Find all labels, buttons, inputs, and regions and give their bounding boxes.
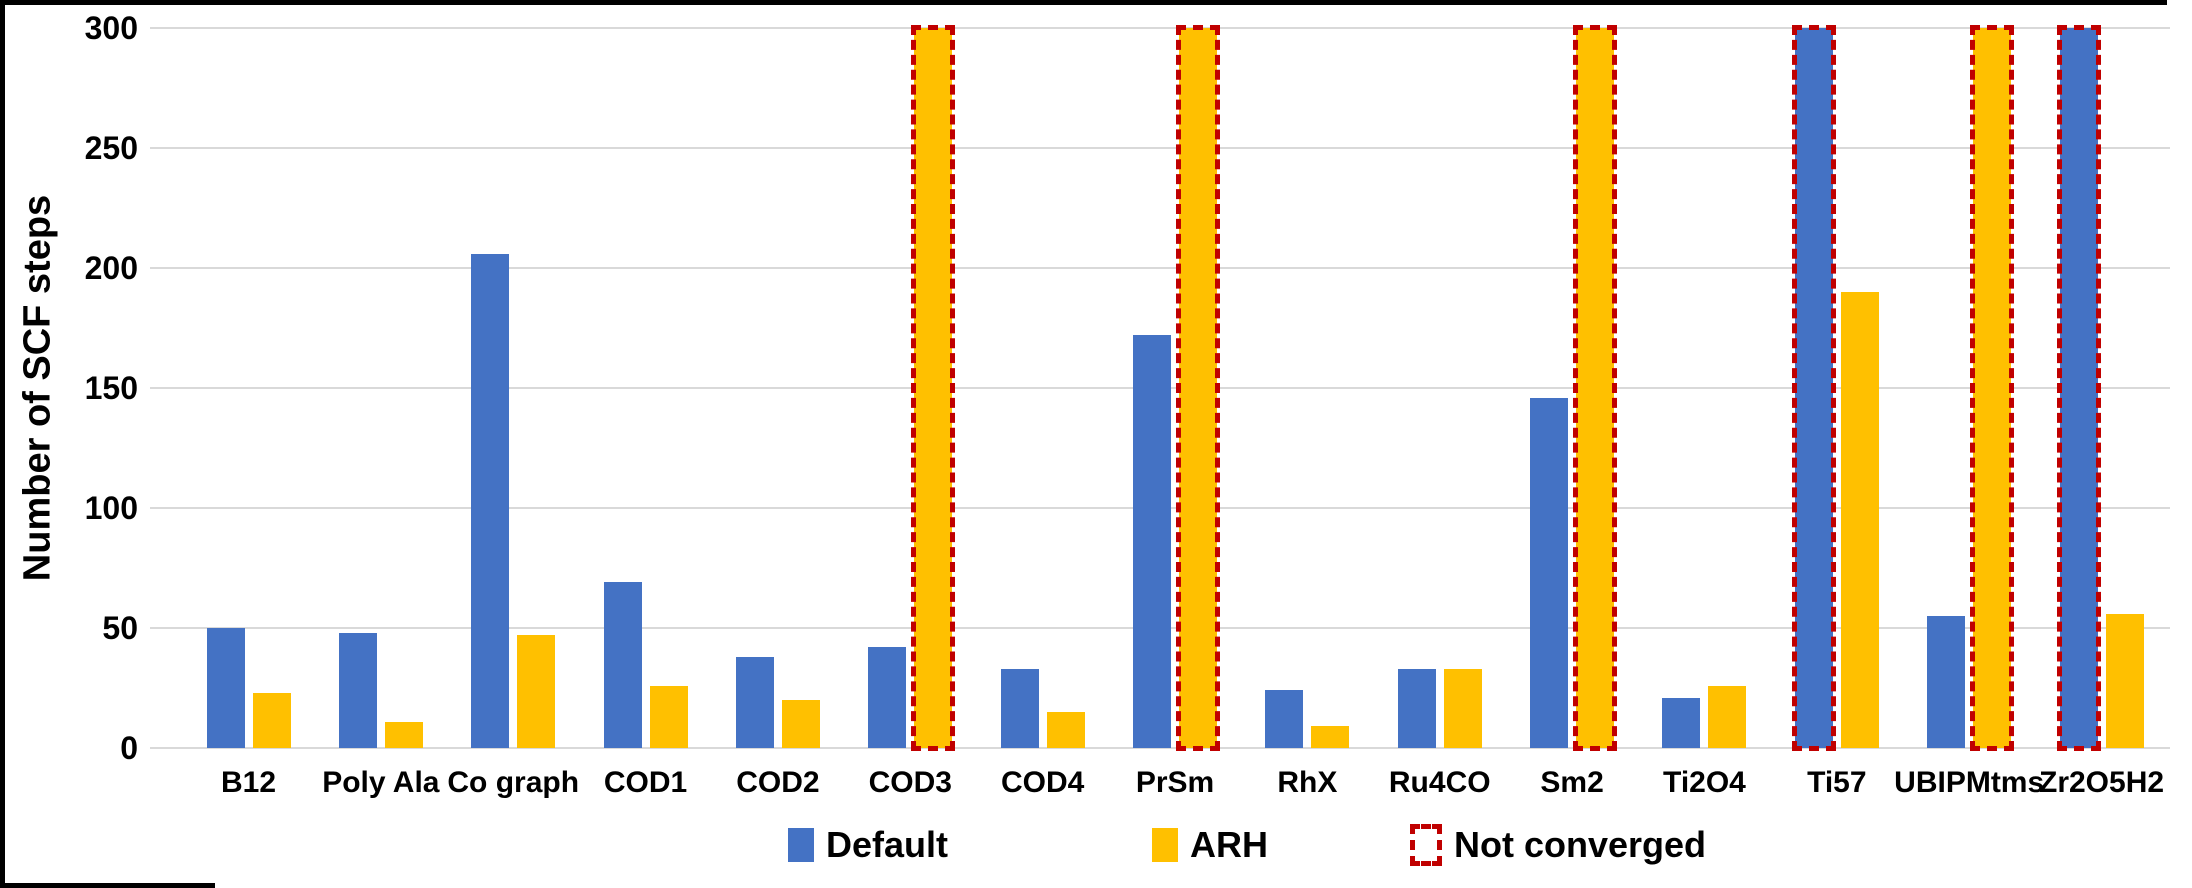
- bar-default-zr2o5h2: [2056, 25, 2101, 751]
- figure-border-bottom: [0, 883, 215, 888]
- bar-arh-prsm: [1176, 25, 1221, 751]
- x-axis-label-ti57: Ti57: [1807, 766, 1867, 799]
- bar-default-cod2: [735, 656, 774, 748]
- x-axis-label-prsm: PrSm: [1135, 766, 1215, 799]
- x-axis-label-cod3: COD3: [868, 766, 952, 799]
- x-axis-label-sm2: Sm2: [1540, 766, 1604, 799]
- x-axis-label-ru4co: Ru4CO: [1388, 766, 1491, 799]
- bar-default-co-graph: [471, 253, 510, 748]
- bar-arh-ubipmtms: [1970, 25, 2015, 751]
- bar-default-cod1: [603, 582, 642, 748]
- x-axis-label-co-graph: Co graph: [447, 766, 580, 799]
- y-tick-label-150: 150: [84, 370, 138, 406]
- gridline-0: [150, 747, 2170, 749]
- gridline-250: [150, 147, 2170, 149]
- legend-swatch-default: [788, 828, 814, 862]
- legend-item-arh: ARH: [1152, 824, 1268, 866]
- bar-arh-ru4co: [1443, 668, 1482, 748]
- bar-default-ubipmtms: [1927, 616, 1966, 748]
- bar-arh-poly-ala: [384, 721, 423, 748]
- bar-default-prsm: [1133, 335, 1172, 748]
- x-axis-label-cod4: COD4: [1000, 766, 1085, 799]
- legend-swatch-arh: [1152, 828, 1178, 862]
- figure-border-top: [0, 0, 2167, 5]
- bar-default-cod3: [868, 647, 907, 748]
- x-axis-label-b12: B12: [220, 766, 277, 799]
- x-axis-label-rhx: RhX: [1277, 766, 1338, 799]
- x-axis-label-cod2: COD2: [736, 766, 820, 799]
- bar-default-ti2o4: [1662, 697, 1701, 748]
- bar-arh-ti57: [1840, 292, 1879, 748]
- legend-label-default: Default: [826, 824, 949, 865]
- y-tick-label-250: 250: [84, 130, 138, 166]
- y-tick-label-300: 300: [84, 10, 138, 46]
- legend-label-arh: ARH: [1190, 824, 1268, 865]
- legend-item-not-converged: Not converged: [1410, 824, 1706, 866]
- bar-arh-cod2: [781, 700, 820, 748]
- legend-label-not-converged: Not converged: [1454, 824, 1707, 865]
- bar-arh-sm2: [1573, 25, 1618, 751]
- gridline-200: [150, 267, 2170, 269]
- bar-default-cod4: [1000, 668, 1039, 748]
- bar-default-ru4co: [1397, 668, 1436, 748]
- x-axis-label-poly-ala: Poly Ala: [322, 766, 440, 799]
- x-axis-label-ubipmtms: UBIPMtms: [1894, 766, 2045, 799]
- bar-default-rhx: [1265, 690, 1304, 748]
- bar-arh-co-graph: [517, 635, 556, 748]
- x-axis-label-cod1: COD1: [603, 766, 688, 799]
- bar-default-b12: [206, 628, 245, 748]
- y-tick-label-0: 0: [120, 730, 138, 766]
- bar-default-ti57: [1791, 25, 1836, 751]
- legend-swatch-not-converged-icon: [1410, 824, 1442, 866]
- x-axis-label-zr2o5h2: Zr2O5H2: [2039, 766, 2165, 799]
- bar-arh-cod1: [649, 685, 688, 748]
- bar-arh-b12: [252, 692, 291, 748]
- bar-arh-cod4: [1046, 712, 1085, 748]
- legend-item-default: Default: [788, 824, 948, 866]
- x-axis-label-ti2o4: Ti2O4: [1663, 766, 1746, 799]
- bar-arh-rhx: [1311, 726, 1350, 748]
- y-tick-label-100: 100: [84, 490, 138, 526]
- figure-border-left: [0, 0, 5, 888]
- y-tick-label-200: 200: [84, 250, 138, 286]
- bar-arh-zr2o5h2: [2105, 613, 2144, 748]
- bar-arh-ti2o4: [1708, 685, 1747, 748]
- bar-default-poly-ala: [338, 632, 377, 748]
- gridline-300: [150, 27, 2170, 29]
- bar-arh-cod3: [911, 25, 956, 751]
- bar-default-sm2: [1530, 397, 1569, 748]
- y-tick-label-50: 50: [102, 610, 138, 646]
